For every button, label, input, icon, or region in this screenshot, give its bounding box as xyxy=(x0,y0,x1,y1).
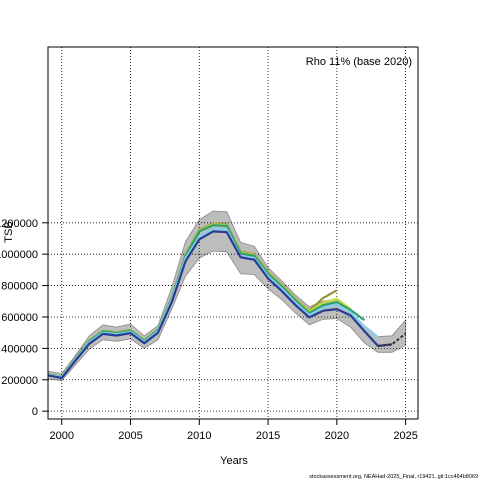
annotation-text: Rho 11% (base 2020) xyxy=(306,56,412,68)
x-tick-label: 2025 xyxy=(393,430,417,442)
y-tick-label: 800000 xyxy=(1,281,38,293)
grid-layer xyxy=(48,47,418,419)
x-tick-label: 2020 xyxy=(325,430,349,442)
x-tick-label: 2005 xyxy=(118,430,142,442)
x-tick-label: 2010 xyxy=(187,430,211,442)
x-tick-label: 2015 xyxy=(256,430,280,442)
confidence-band-layer xyxy=(47,210,406,381)
axes-layer: 2000 2005 2010 2015 2020 2025 0 200000 400000 600… xyxy=(0,46,419,442)
x-tick-label: 2000 xyxy=(50,430,74,442)
series-line-2023 xyxy=(47,228,379,379)
credit-text: stockassessment.org, NEAHad-2025_Final, … xyxy=(309,474,478,480)
y-tick-label: 1000000 xyxy=(0,249,38,261)
x-axis-title: Years xyxy=(220,455,248,467)
y-tick-label: 200000 xyxy=(1,375,38,387)
series-line-2024 xyxy=(47,230,393,379)
series-layer xyxy=(47,222,407,379)
confidence-band xyxy=(47,210,406,381)
y-axis-title: TSB xyxy=(3,221,15,242)
series-line-2025 xyxy=(377,332,407,347)
y-tick-label: 1200000 xyxy=(0,218,38,230)
y-tick-label: 0 xyxy=(32,406,38,418)
y-tick-label: 600000 xyxy=(1,312,38,324)
y-tick-label: 400000 xyxy=(1,343,38,355)
plot-frame xyxy=(47,46,419,420)
